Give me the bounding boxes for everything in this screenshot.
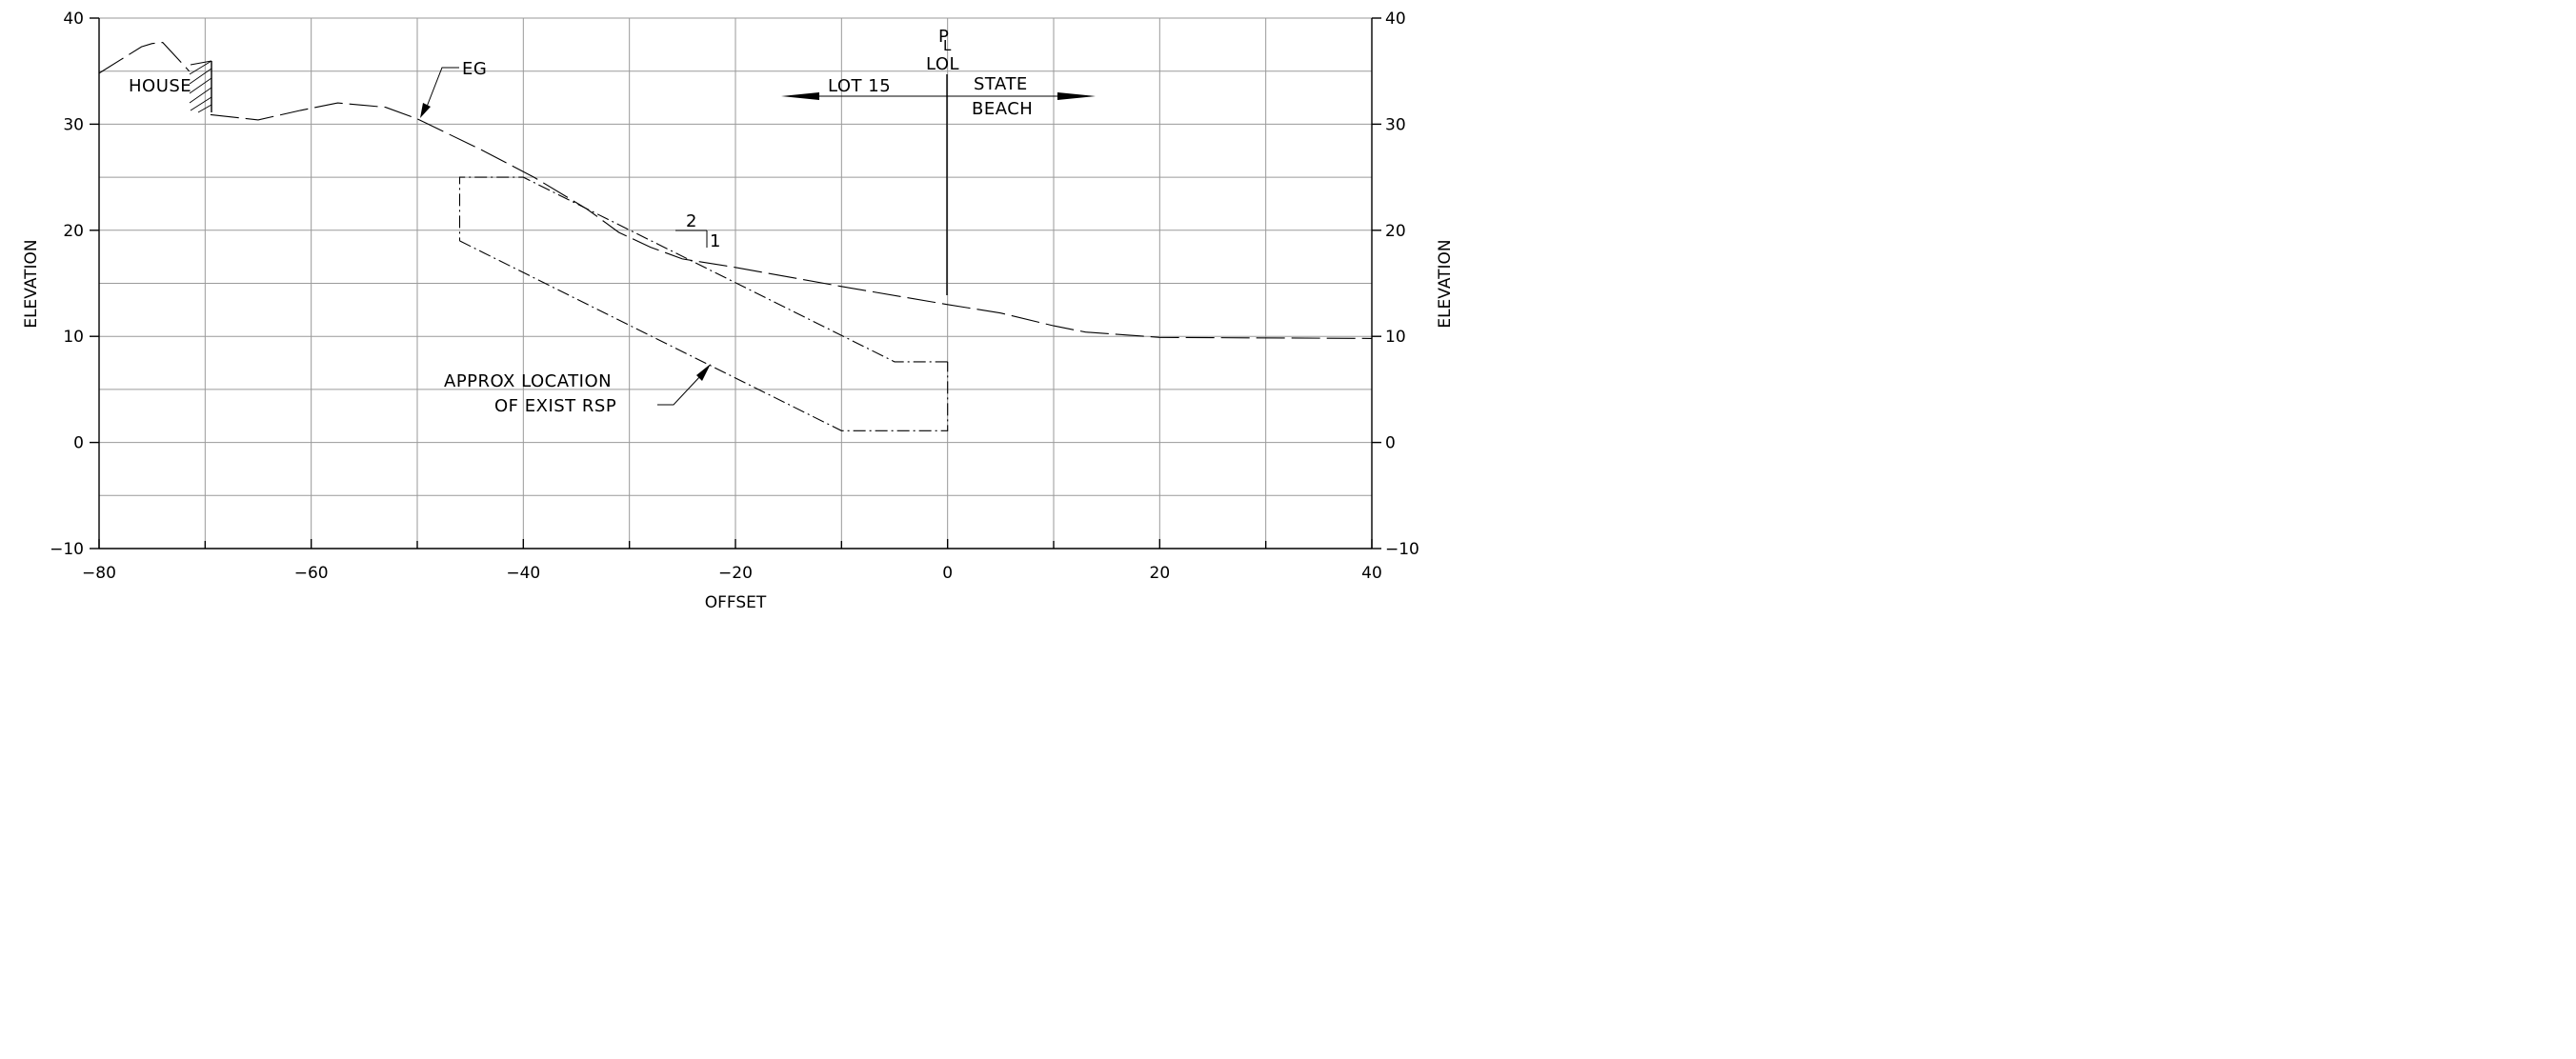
rsp-label-line2: OF EXIST RSP <box>494 396 616 416</box>
y-tick-label-right: 20 <box>1385 222 1406 241</box>
pl-symbol-p: P <box>938 27 949 47</box>
x-tick-label: −40 <box>506 564 540 583</box>
y-tick-label-left: −10 <box>50 540 84 559</box>
x-tick-label: −60 <box>294 564 329 583</box>
house-label: HOUSE <box>129 76 191 96</box>
state-label: STATE <box>974 74 1028 94</box>
pl-symbol-l: L <box>943 37 952 54</box>
axis-ticks: −80 −60 −40 −20 0 20 40 40 40 30 30 20 20 10 10 0 0 −10 −1… <box>50 10 1419 583</box>
rsp-label-line1: APPROX LOCATION <box>444 371 612 391</box>
x-tick-label: −80 <box>82 564 116 583</box>
grid-lines <box>99 17 1372 549</box>
y-tick-label-right: 10 <box>1385 328 1406 347</box>
lot-label: LOT 15 <box>828 76 891 96</box>
y-tick-label-right: −10 <box>1385 540 1419 559</box>
y-tick-label-left: 10 <box>63 328 84 347</box>
beach-label: BEACH <box>972 99 1033 119</box>
eg-leader-arrow <box>420 103 431 118</box>
x-tick-label: 40 <box>1361 564 1382 583</box>
y-tick-label-right: 30 <box>1385 115 1406 134</box>
y-axis-label-left: ELEVATION <box>22 239 41 328</box>
eg-leader <box>426 67 459 108</box>
eg-line-1 <box>98 42 191 74</box>
profile-lines <box>98 42 1373 431</box>
y-tick-label-right: 0 <box>1385 434 1396 453</box>
x-tick-label: −20 <box>718 564 753 583</box>
right-arrowhead <box>1057 92 1096 100</box>
eg-line-0 <box>210 102 1373 339</box>
slope-rise-label: 1 <box>710 231 721 251</box>
y-tick-label-left: 40 <box>63 10 84 29</box>
eg-label: EG <box>462 59 487 79</box>
y-tick-label-right: 40 <box>1385 10 1406 29</box>
x-tick-label: 20 <box>1150 564 1171 583</box>
y-tick-label-left: 20 <box>63 222 84 241</box>
cross-section-plot: −80 −60 −40 −20 0 20 40 40 40 30 30 20 20 10 10 0 0 −10 −1… <box>22 10 1455 612</box>
x-tick-label: 0 <box>942 564 953 583</box>
y-tick-label-left: 30 <box>63 115 84 134</box>
slope-run-label: 2 <box>686 211 697 231</box>
y-axis-label-right: ELEVATION <box>1436 239 1455 328</box>
house-hatch <box>189 60 212 113</box>
rsp-leader <box>657 374 702 406</box>
rsp-outline-2 <box>458 176 948 363</box>
rsp-leader-arrow <box>696 364 711 381</box>
y-tick-label-left: 0 <box>73 434 84 453</box>
x-axis-label: OFFSET <box>705 593 767 612</box>
lol-label: LOL <box>926 54 959 74</box>
left-arrowhead <box>781 92 819 100</box>
